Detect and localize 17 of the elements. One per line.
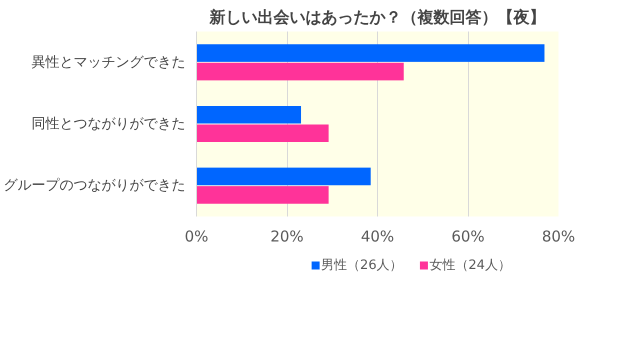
legend-label: 女性（24人） (429, 258, 511, 273)
bar (196, 106, 302, 124)
y-tick-label: グループのつながりができた (4, 178, 186, 194)
y-tick-label: 異性とマッチングできた (32, 54, 186, 70)
bar (196, 186, 329, 204)
x-tick-label: 20% (270, 228, 304, 246)
x-tick-label: 60% (451, 228, 485, 246)
bar (196, 44, 544, 62)
chart-title: 新しい出会いはあったか？（複数回答）【夜】 (208, 8, 546, 26)
x-tick-label: 0% (184, 228, 208, 246)
bar (196, 124, 329, 142)
x-tick-label: 40% (360, 228, 394, 246)
bar (196, 168, 371, 186)
x-tick-label: 80% (542, 228, 576, 246)
bar (196, 62, 404, 80)
legend-label: 男性（26人） (321, 258, 403, 273)
y-tick-label: 同性とつながりができた (32, 116, 186, 132)
